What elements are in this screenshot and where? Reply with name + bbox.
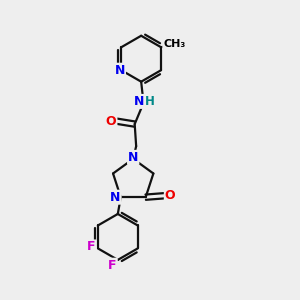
Text: F: F xyxy=(108,259,117,272)
Text: N: N xyxy=(128,151,138,164)
Text: F: F xyxy=(87,240,96,254)
Text: N: N xyxy=(110,191,121,204)
Text: N: N xyxy=(134,95,144,108)
Text: O: O xyxy=(165,189,176,202)
Text: CH₃: CH₃ xyxy=(163,39,185,49)
Text: N: N xyxy=(115,64,125,77)
Text: O: O xyxy=(106,115,116,128)
Text: H: H xyxy=(145,95,155,108)
